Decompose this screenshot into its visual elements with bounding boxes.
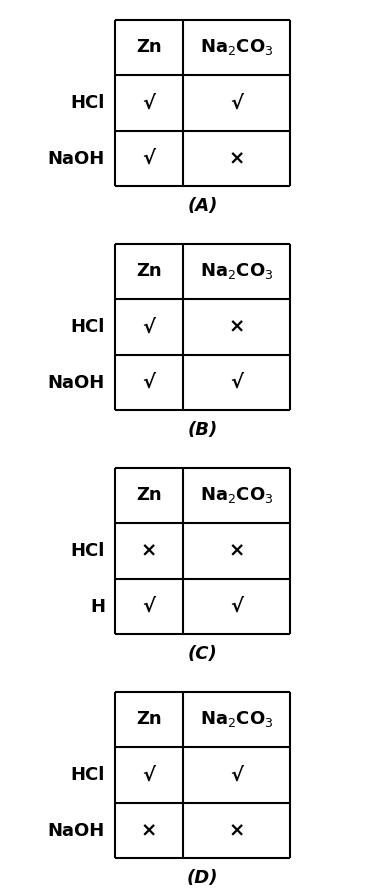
Text: NaOH: NaOH xyxy=(48,374,105,392)
Text: Zn: Zn xyxy=(136,711,162,728)
Text: ×: × xyxy=(229,821,245,840)
Text: Zn: Zn xyxy=(136,487,162,504)
Text: Na$_2$CO$_3$: Na$_2$CO$_3$ xyxy=(200,710,274,729)
Text: ×: × xyxy=(229,541,245,561)
Text: HCl: HCl xyxy=(71,94,105,112)
Text: √: √ xyxy=(142,149,155,168)
Text: ×: × xyxy=(229,317,245,337)
Text: √: √ xyxy=(230,93,243,113)
Text: ×: × xyxy=(229,149,245,168)
Text: (C): (C) xyxy=(188,645,217,663)
Text: Na$_2$CO$_3$: Na$_2$CO$_3$ xyxy=(200,38,274,57)
Text: NaOH: NaOH xyxy=(48,150,105,168)
Text: NaOH: NaOH xyxy=(48,822,105,840)
Text: √: √ xyxy=(142,93,155,113)
Text: (B): (B) xyxy=(187,421,218,439)
Text: √: √ xyxy=(142,317,155,337)
Text: ×: × xyxy=(141,541,157,561)
Text: Zn: Zn xyxy=(136,263,162,280)
Text: ×: × xyxy=(141,821,157,840)
Text: √: √ xyxy=(230,765,243,785)
Text: √: √ xyxy=(230,597,243,616)
Text: HCl: HCl xyxy=(71,766,105,784)
Text: Na$_2$CO$_3$: Na$_2$CO$_3$ xyxy=(200,262,274,281)
Text: √: √ xyxy=(142,597,155,616)
Text: (D): (D) xyxy=(187,869,218,887)
Text: √: √ xyxy=(142,765,155,785)
Text: √: √ xyxy=(230,373,243,392)
Text: HCl: HCl xyxy=(71,542,105,560)
Text: (A): (A) xyxy=(187,197,218,215)
Text: √: √ xyxy=(142,373,155,392)
Text: HCl: HCl xyxy=(71,318,105,336)
Text: H: H xyxy=(90,598,105,616)
Text: Na$_2$CO$_3$: Na$_2$CO$_3$ xyxy=(200,486,274,505)
Text: Zn: Zn xyxy=(136,39,162,56)
